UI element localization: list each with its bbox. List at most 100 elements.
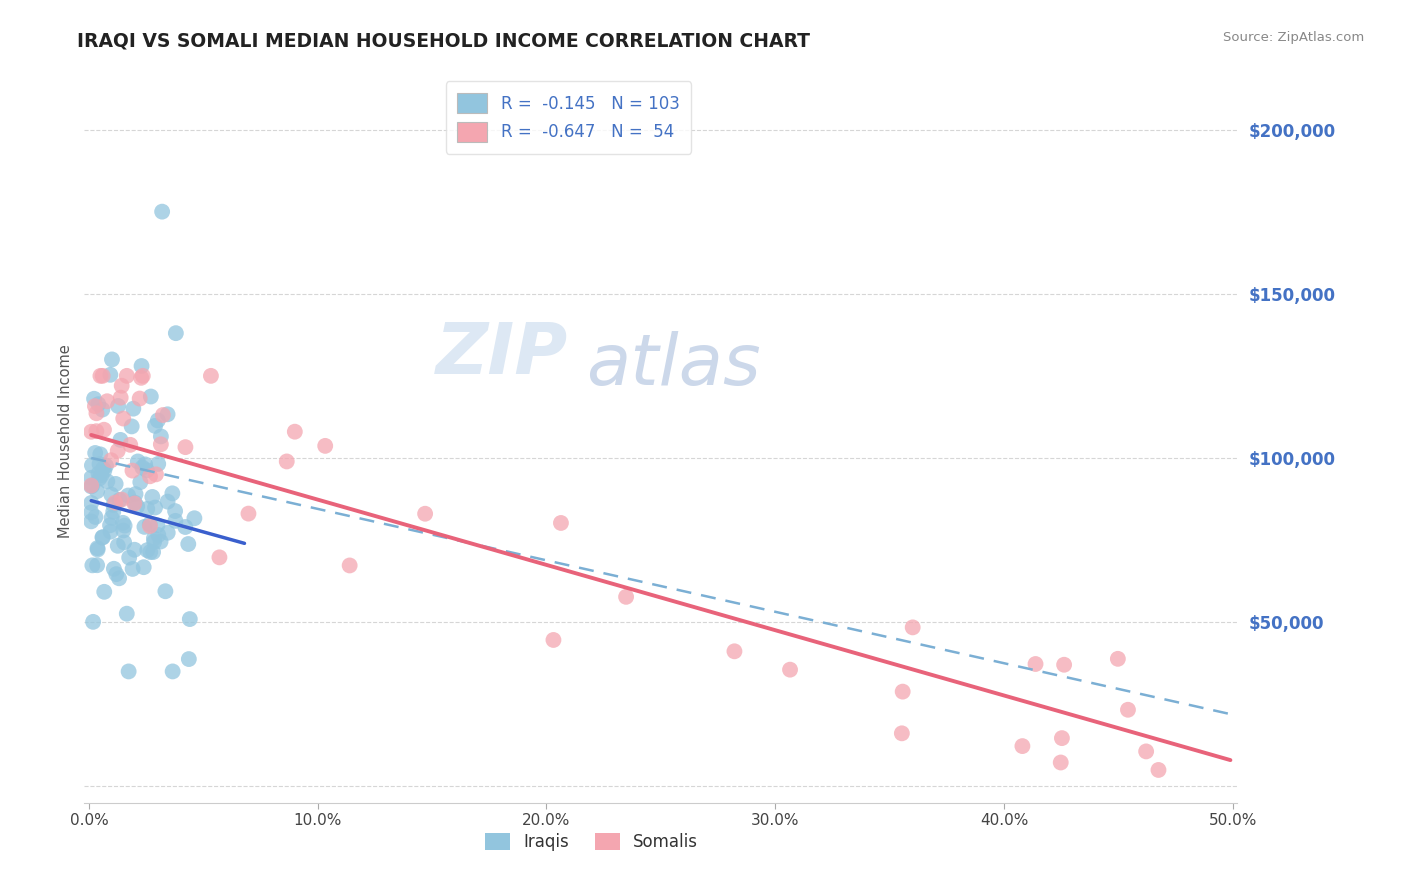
Point xyxy=(111,378,134,392)
Point xyxy=(127,454,149,468)
Point xyxy=(104,477,127,491)
Point xyxy=(110,433,132,447)
Point xyxy=(93,464,115,478)
Point xyxy=(122,401,145,416)
Point xyxy=(550,516,572,530)
Text: IRAQI VS SOMALI MEDIAN HOUSEHOLD INCOME CORRELATION CHART: IRAQI VS SOMALI MEDIAN HOUSEHOLD INCOME … xyxy=(77,31,810,50)
Point xyxy=(1116,703,1139,717)
Point xyxy=(121,562,143,576)
Point xyxy=(131,359,153,373)
Point xyxy=(138,517,160,532)
Text: atlas: atlas xyxy=(586,331,761,401)
Point xyxy=(80,479,103,493)
Point xyxy=(91,530,114,544)
Point xyxy=(115,368,138,383)
Point xyxy=(139,469,162,483)
Point xyxy=(80,471,103,485)
Point xyxy=(117,489,139,503)
Point xyxy=(150,204,173,219)
Point xyxy=(101,352,124,367)
Point xyxy=(543,632,565,647)
Point xyxy=(103,17,125,31)
Point xyxy=(91,530,114,544)
Point xyxy=(284,425,307,439)
Point xyxy=(82,558,104,573)
Point xyxy=(1049,756,1071,770)
Point xyxy=(86,542,108,557)
Point xyxy=(134,520,156,534)
Point xyxy=(93,584,115,599)
Point xyxy=(121,464,143,478)
Point xyxy=(1107,652,1129,666)
Point xyxy=(84,399,107,413)
Point xyxy=(177,537,200,551)
Point xyxy=(107,443,129,458)
Point xyxy=(120,438,142,452)
Point xyxy=(111,516,134,530)
Point xyxy=(177,652,200,666)
Point xyxy=(128,392,150,406)
Point xyxy=(91,402,114,417)
Point xyxy=(143,500,166,515)
Point xyxy=(183,511,205,525)
Point xyxy=(165,504,187,518)
Point xyxy=(80,478,103,492)
Point xyxy=(98,518,121,533)
Point xyxy=(105,567,128,582)
Point xyxy=(80,425,103,439)
Text: Source: ZipAtlas.com: Source: ZipAtlas.com xyxy=(1223,31,1364,45)
Point xyxy=(179,612,201,626)
Point xyxy=(87,397,110,411)
Point xyxy=(124,496,146,510)
Point xyxy=(129,475,152,490)
Point xyxy=(86,558,108,573)
Point xyxy=(779,663,801,677)
Point xyxy=(86,424,108,438)
Point xyxy=(107,399,129,413)
Point xyxy=(100,524,122,539)
Point xyxy=(104,495,127,509)
Point xyxy=(83,392,105,406)
Point xyxy=(124,542,146,557)
Point xyxy=(114,518,136,533)
Point xyxy=(96,394,118,409)
Point xyxy=(155,584,177,599)
Point xyxy=(156,525,179,540)
Point xyxy=(174,440,197,454)
Point xyxy=(1053,657,1076,672)
Point xyxy=(314,439,336,453)
Point xyxy=(276,454,298,468)
Point xyxy=(132,368,155,383)
Point xyxy=(96,475,118,489)
Point xyxy=(84,510,107,524)
Point xyxy=(112,411,135,425)
Point xyxy=(127,500,149,514)
Point xyxy=(103,505,125,519)
Point xyxy=(139,545,162,559)
Point xyxy=(118,550,141,565)
Point xyxy=(80,496,103,510)
Point xyxy=(86,406,108,420)
Point xyxy=(901,620,924,634)
Point xyxy=(145,467,167,482)
Point xyxy=(149,534,172,549)
Point xyxy=(141,490,163,504)
Point xyxy=(132,560,155,574)
Point xyxy=(86,541,108,555)
Point xyxy=(156,407,179,421)
Point xyxy=(115,607,138,621)
Point xyxy=(1135,744,1157,758)
Point xyxy=(89,368,111,383)
Point xyxy=(93,423,115,437)
Point xyxy=(149,437,172,451)
Point xyxy=(90,468,112,483)
Point xyxy=(136,543,159,558)
Y-axis label: Median Household Income: Median Household Income xyxy=(58,344,73,539)
Point xyxy=(91,461,114,475)
Point xyxy=(100,511,122,525)
Point xyxy=(165,326,187,341)
Point xyxy=(124,487,146,501)
Point xyxy=(110,391,132,405)
Text: ZIP: ZIP xyxy=(436,320,568,389)
Point xyxy=(124,495,146,509)
